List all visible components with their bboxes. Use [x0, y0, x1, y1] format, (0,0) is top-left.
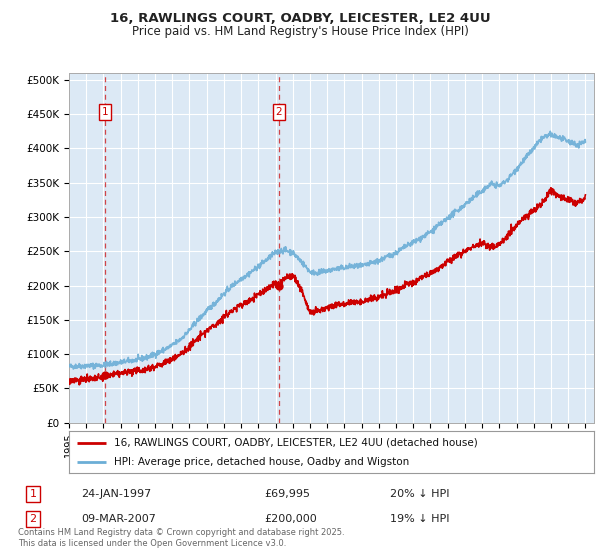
Text: 24-JAN-1997: 24-JAN-1997 — [81, 489, 151, 499]
Text: HPI: Average price, detached house, Oadby and Wigston: HPI: Average price, detached house, Oadb… — [113, 457, 409, 467]
Text: £69,995: £69,995 — [264, 489, 310, 499]
Text: Price paid vs. HM Land Registry's House Price Index (HPI): Price paid vs. HM Land Registry's House … — [131, 25, 469, 38]
Text: 16, RAWLINGS COURT, OADBY, LEICESTER, LE2 4UU: 16, RAWLINGS COURT, OADBY, LEICESTER, LE… — [110, 12, 490, 25]
Text: 09-MAR-2007: 09-MAR-2007 — [81, 514, 156, 524]
Text: 1: 1 — [101, 107, 108, 117]
Text: 20% ↓ HPI: 20% ↓ HPI — [390, 489, 449, 499]
Text: 2: 2 — [275, 107, 282, 117]
Text: 19% ↓ HPI: 19% ↓ HPI — [390, 514, 449, 524]
Text: £200,000: £200,000 — [264, 514, 317, 524]
Text: 2: 2 — [29, 514, 37, 524]
Text: 1: 1 — [29, 489, 37, 499]
Text: 16, RAWLINGS COURT, OADBY, LEICESTER, LE2 4UU (detached house): 16, RAWLINGS COURT, OADBY, LEICESTER, LE… — [113, 437, 478, 447]
Text: Contains HM Land Registry data © Crown copyright and database right 2025.
This d: Contains HM Land Registry data © Crown c… — [18, 528, 344, 548]
